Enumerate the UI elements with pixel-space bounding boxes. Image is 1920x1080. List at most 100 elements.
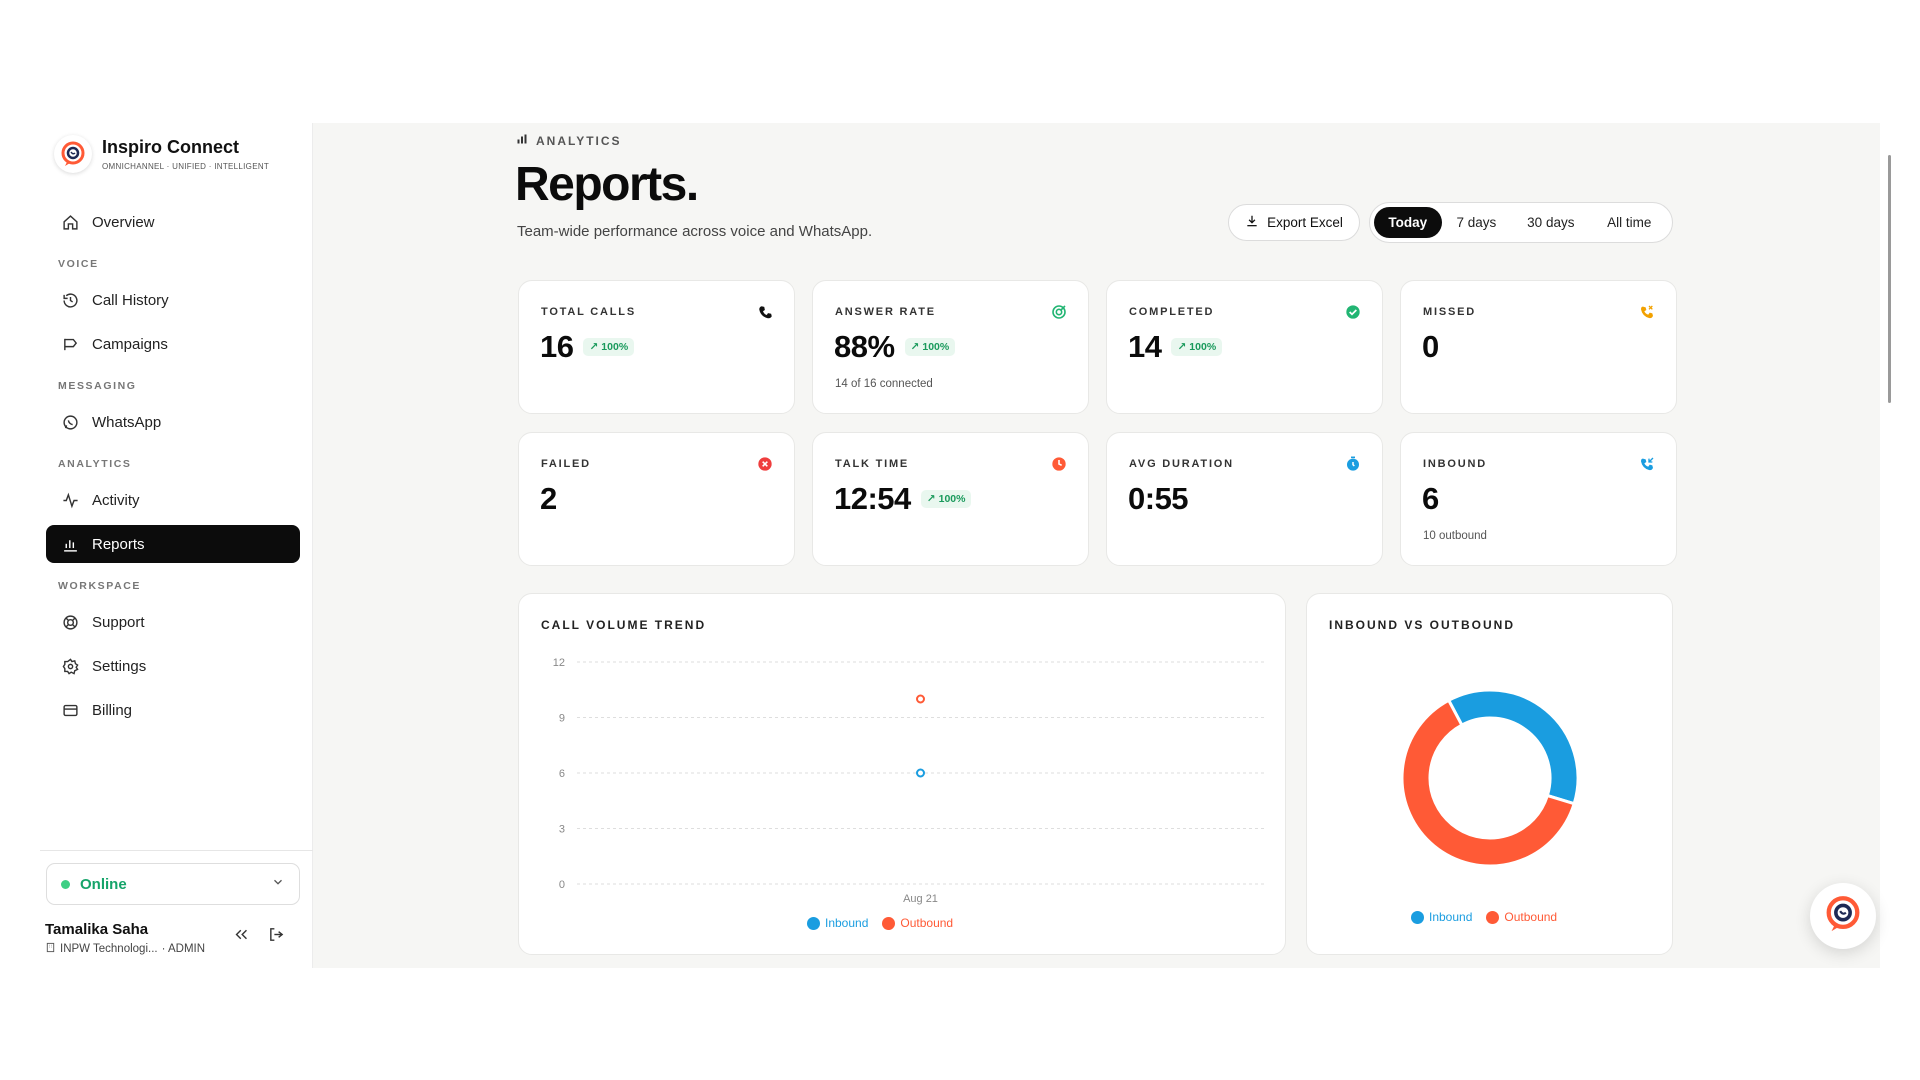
section-voice: VOICE [58, 258, 99, 270]
status-dropdown[interactable]: Online [46, 863, 300, 905]
sidebar-item-activity[interactable]: Activity [46, 481, 300, 519]
stat-value: 12:54 ↗ 100% [834, 481, 972, 517]
sidebar-item-campaigns[interactable]: Campaigns [46, 325, 300, 363]
legend-label: Outbound [1504, 910, 1558, 924]
phone-missed-icon [1638, 303, 1656, 321]
status-label: Online [80, 875, 127, 893]
credit-card-icon [60, 700, 80, 720]
export-label: Export Excel [1267, 215, 1343, 230]
sidebar-item-billing[interactable]: Billing [46, 691, 300, 729]
logout-icon[interactable] [268, 926, 285, 948]
eyebrow-label: ANALYTICS [536, 133, 622, 148]
phone-icon [756, 303, 774, 321]
stat-value: 2 [540, 481, 557, 517]
sidebar-item-label: Activity [92, 491, 140, 509]
stat-card-failed: FAILED 2 [518, 432, 795, 566]
target-icon [1050, 303, 1068, 321]
stat-card-answer-rate: ANSWER RATE 88% ↗ 100% 14 of 16 connecte… [812, 280, 1089, 414]
range-30days-button[interactable]: 30 days [1527, 215, 1575, 230]
legend-label: Outbound [900, 916, 954, 930]
inbound-outbound-donut [1400, 688, 1580, 868]
chevron-down-icon [271, 875, 285, 894]
legend-label: Inbound [1429, 910, 1473, 924]
stat-number: 2 [540, 481, 557, 516]
sidebar-item-label: Call History [92, 291, 169, 309]
brand-name: Inspiro Connect [102, 137, 240, 157]
lifebuoy-icon [60, 612, 80, 632]
brand[interactable]: Inspiro Connect OMNICHANNEL · UNIFIED · … [54, 135, 269, 173]
legend-item-outbound[interactable]: Outbound [882, 916, 953, 930]
date-range-selector: Today 7 days 30 days All time [1369, 202, 1673, 243]
user-actions [233, 926, 285, 948]
stat-number: 12:54 [834, 481, 911, 516]
status-dot [61, 879, 70, 889]
stat-label: FAILED [541, 458, 591, 470]
user-name: Tamalika Saha [45, 921, 149, 938]
sidebar-item-call-history[interactable]: Call History [46, 281, 300, 319]
building-icon [45, 942, 56, 956]
stat-card-inbound: INBOUND 6 10 outbound [1400, 432, 1677, 566]
stat-number: 0:55 [1128, 481, 1189, 516]
gear-icon [60, 656, 80, 676]
sidebar-item-support[interactable]: Support [46, 603, 300, 641]
chart-legend: Inbound Outbound [807, 916, 953, 930]
donut-slice-inbound [1446, 688, 1580, 806]
donut-legend: Inbound Outbound [1411, 910, 1557, 924]
trend-up-icon: ↗ [589, 341, 599, 353]
sidebar-item-whatsapp[interactable]: WhatsApp [46, 403, 300, 441]
sidebar-item-label: Billing [92, 701, 133, 719]
sidebar-item-label: WhatsApp [92, 413, 162, 431]
bar-chart-icon [516, 133, 528, 148]
megaphone-icon [60, 334, 80, 354]
stat-label: MISSED [1423, 306, 1476, 318]
page-scrollbar[interactable] [1888, 155, 1891, 403]
stat-value: 16 ↗ 100% [540, 329, 635, 365]
legend-item-inbound[interactable]: Inbound [807, 916, 868, 930]
call-volume-chart: 0 3 6 9 12 Aug 21 [553, 657, 1264, 905]
export-excel-button[interactable]: Export Excel [1228, 204, 1360, 241]
sidebar-item-label: Settings [92, 657, 147, 675]
page-title: Reports. [515, 158, 699, 211]
trend-up-icon: ↗ [926, 493, 936, 505]
stat-card-total-calls: TOTAL CALLS 16 ↗ 100% [518, 280, 795, 414]
page-subtitle: Team-wide performance across voice and W… [517, 223, 873, 240]
legend-dot-inbound [807, 916, 820, 930]
history-icon [60, 290, 80, 310]
y-tick-label: 6 [559, 768, 565, 780]
legend-dot-outbound [1486, 910, 1500, 924]
sidebar-item-label: Overview [92, 213, 155, 231]
y-tick-label: 3 [559, 824, 565, 836]
stat-label: COMPLETED [1129, 306, 1215, 318]
legend-item-outbound[interactable]: Outbound [1486, 910, 1557, 924]
legend-dot-inbound [1411, 910, 1424, 924]
trend-value: 100% [938, 493, 966, 505]
sidebar: Inspiro Connect OMNICHANNEL · UNIFIED · … [40, 123, 313, 968]
call-volume-trend-panel: CALL VOLUME TREND 0 3 6 9 12 Aug 21 Inbound O… [518, 593, 1286, 955]
sidebar-item-label: Campaigns [92, 335, 168, 353]
stat-label: TALK TIME [835, 458, 910, 470]
stat-card-talk-time: TALK TIME 12:54 ↗ 100% [812, 432, 1089, 566]
stat-value: 0 [1422, 329, 1439, 365]
stat-value: 0:55 [1128, 481, 1189, 517]
brand-tagline: OMNICHANNEL · UNIFIED · INTELLIGENT [102, 162, 270, 171]
range-7days-button[interactable]: 7 days [1456, 215, 1497, 230]
range-today-button[interactable]: Today [1374, 207, 1442, 238]
phone-incoming-icon [1638, 455, 1656, 473]
user-role: · ADMIN [161, 943, 206, 955]
legend-item-inbound[interactable]: Inbound [1411, 910, 1472, 924]
main-content: ANALYTICS Reports. Team-wide performance… [313, 123, 1880, 968]
sidebar-item-overview[interactable]: Overview [46, 203, 300, 241]
trend-value: 100% [601, 341, 629, 353]
range-alltime-button[interactable]: All time [1607, 215, 1652, 230]
collapse-sidebar-icon[interactable] [233, 926, 250, 948]
home-icon [60, 212, 80, 232]
download-icon [1245, 214, 1259, 231]
timer-icon [1344, 455, 1362, 473]
sidebar-item-reports[interactable]: Reports [46, 525, 300, 563]
sidebar-item-settings[interactable]: Settings [46, 647, 300, 685]
data-point-inbound [916, 768, 925, 778]
clock-icon [1050, 455, 1068, 473]
stat-label: AVG DURATION [1129, 458, 1234, 470]
chat-widget-button[interactable] [1810, 883, 1876, 949]
